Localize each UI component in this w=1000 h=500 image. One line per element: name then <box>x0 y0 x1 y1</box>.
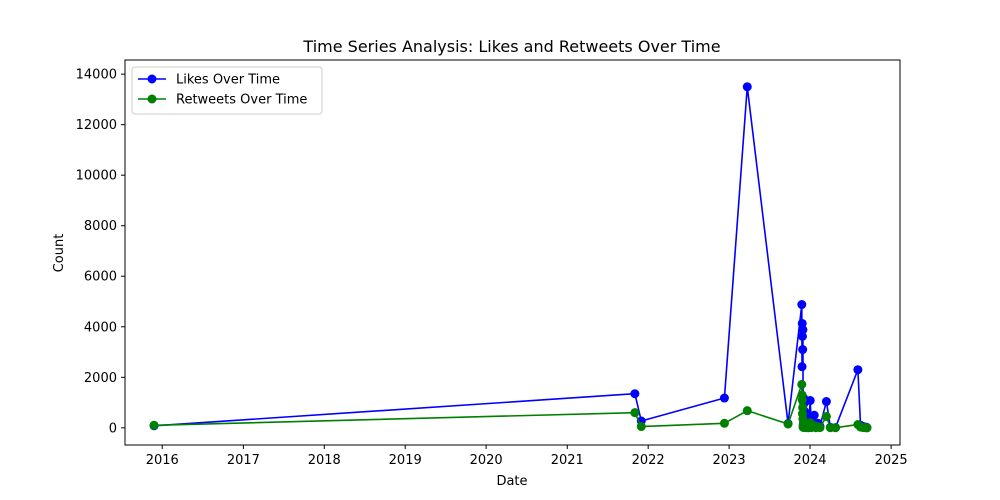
y-axis-ticks: 0 2000 4000 6000 8000 10000 12000 14000 <box>76 68 125 436</box>
x-tick-label: 2020 <box>470 453 503 468</box>
x-tick-label: 2018 <box>308 453 341 468</box>
legend-item: Likes Over Time <box>138 73 280 88</box>
y-tick-label: 6000 <box>84 270 117 285</box>
data-point <box>862 423 872 433</box>
legend-label: Retweets Over Time <box>176 93 307 108</box>
data-point <box>830 423 840 433</box>
legend-box <box>131 66 323 115</box>
data-point <box>797 395 807 405</box>
data-point <box>797 362 807 372</box>
y-tick-label: 12000 <box>76 118 117 133</box>
x-tick-label: 2025 <box>875 453 908 468</box>
y-tick-label: 2000 <box>84 371 117 386</box>
data-point <box>742 82 752 92</box>
chart-title: Time Series Analysis: Likes and Retweets… <box>302 37 720 56</box>
data-point <box>719 418 729 428</box>
data-point <box>798 403 808 413</box>
x-tick-label: 2024 <box>793 453 826 468</box>
legend-marker <box>147 74 157 84</box>
data-point <box>853 365 863 375</box>
x-tick-label: 2022 <box>632 453 665 468</box>
y-tick-label: 4000 <box>84 320 117 335</box>
data-point <box>798 325 808 335</box>
data-point <box>636 422 646 432</box>
x-axis-ticks: 2016 2017 2018 2019 2020 2021 2022 2023 2024 2025 <box>146 445 908 468</box>
legend-item: Retweets Over Time <box>138 93 307 108</box>
data-point <box>719 393 729 403</box>
x-tick-label: 2016 <box>146 453 179 468</box>
plot-frame <box>124 59 901 446</box>
x-axis-label: Date <box>496 474 527 489</box>
x-tick-label: 2021 <box>551 453 584 468</box>
data-point <box>797 379 807 389</box>
data-point <box>783 419 793 429</box>
data-point <box>809 410 819 420</box>
y-tick-label: 8000 <box>84 219 117 234</box>
series-layer <box>149 82 872 433</box>
series-2 <box>149 379 872 433</box>
data-point <box>797 300 807 310</box>
data-point <box>742 406 752 416</box>
y-tick-label: 10000 <box>76 169 117 184</box>
data-point <box>149 420 159 430</box>
x-tick-label: 2023 <box>713 453 746 468</box>
data-point <box>630 408 640 418</box>
x-tick-label: 2017 <box>227 453 260 468</box>
legend: Likes Over Time Retweets Over Time <box>131 66 323 115</box>
data-point <box>821 411 831 421</box>
y-axis-label: Count <box>52 234 67 273</box>
data-point <box>815 423 825 433</box>
data-point <box>630 389 640 399</box>
legend-label: Likes Over Time <box>176 73 280 88</box>
data-point <box>805 396 815 406</box>
data-point <box>798 345 808 355</box>
data-point <box>797 331 807 341</box>
y-tick-label: 14000 <box>76 68 117 83</box>
y-tick-label: 0 <box>109 421 117 436</box>
data-point <box>821 397 831 407</box>
x-tick-label: 2019 <box>389 453 422 468</box>
legend-marker <box>147 94 157 104</box>
